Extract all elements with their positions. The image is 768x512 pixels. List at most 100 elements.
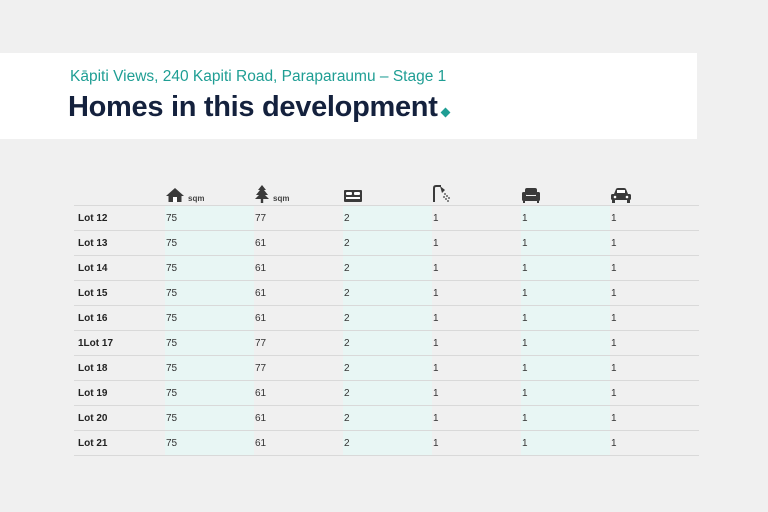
living-areas-cell: 1: [521, 405, 610, 431]
floor-area-unit: sqm: [188, 194, 205, 203]
section-area-cell: 61: [254, 230, 343, 256]
section-area-cell: 77: [254, 355, 343, 381]
bedrooms-cell: 2: [343, 255, 432, 281]
page-title-text: Homes in this development: [68, 91, 438, 123]
table-row: Lot 20 75 61 2 1 1 1: [74, 405, 699, 431]
floor-area-cell: 75: [165, 230, 254, 256]
bathrooms-column-header: [432, 175, 521, 206]
table-row: Lot 18 75 77 2 1 1 1: [74, 355, 699, 381]
accent-dot: [440, 107, 451, 118]
living-areas-cell: 1: [521, 380, 610, 406]
shower-icon: [432, 185, 452, 203]
lots-table: sqm sqm: [74, 175, 699, 456]
living-areas-column-header: [521, 175, 610, 206]
bedrooms-column-header: [343, 175, 432, 206]
section-area-unit: sqm: [273, 194, 290, 203]
bathrooms-cell: 1: [432, 380, 521, 406]
lot-cell: Lot 19: [74, 380, 165, 406]
table-row: Lot 21 75 61 2 1 1 1: [74, 430, 699, 456]
table-header-row: sqm sqm: [74, 175, 699, 206]
lot-cell: Lot 21: [74, 430, 165, 456]
armchair-icon: [521, 187, 541, 203]
bedrooms-cell: 2: [343, 380, 432, 406]
table-row: Lot 15 75 61 2 1 1 1: [74, 280, 699, 306]
page-title: Homes in this development: [68, 91, 451, 124]
living-areas-cell: 1: [521, 230, 610, 256]
lot-cell: Lot 16: [74, 305, 165, 331]
parking-cell: 1: [610, 355, 699, 381]
section-area-column-header: sqm: [254, 175, 343, 206]
lot-cell: Lot 12: [74, 205, 165, 231]
lot-cell: Lot 18: [74, 355, 165, 381]
bedrooms-cell: 2: [343, 305, 432, 331]
bedrooms-cell: 2: [343, 280, 432, 306]
living-areas-cell: 1: [521, 255, 610, 281]
table-row: 1Lot 17 75 77 2 1 1 1: [74, 330, 699, 356]
lot-cell: Lot 14: [74, 255, 165, 281]
bathrooms-cell: 1: [432, 305, 521, 331]
tree-icon: [254, 185, 270, 203]
floor-area-cell: 75: [165, 355, 254, 381]
parking-cell: 1: [610, 430, 699, 456]
bathrooms-cell: 1: [432, 405, 521, 431]
parking-column-header: [610, 175, 699, 206]
bathrooms-cell: 1: [432, 205, 521, 231]
living-areas-cell: 1: [521, 305, 610, 331]
bedrooms-cell: 2: [343, 330, 432, 356]
floor-area-cell: 75: [165, 405, 254, 431]
living-areas-cell: 1: [521, 205, 610, 231]
living-areas-cell: 1: [521, 330, 610, 356]
floor-area-column-header: sqm: [165, 175, 254, 206]
parking-cell: 1: [610, 305, 699, 331]
section-area-cell: 61: [254, 305, 343, 331]
bathrooms-cell: 1: [432, 255, 521, 281]
section-area-cell: 61: [254, 430, 343, 456]
parking-cell: 1: [610, 405, 699, 431]
bathrooms-cell: 1: [432, 430, 521, 456]
section-area-cell: 77: [254, 330, 343, 356]
parking-cell: 1: [610, 230, 699, 256]
parking-cell: 1: [610, 205, 699, 231]
floor-area-cell: 75: [165, 305, 254, 331]
floor-area-cell: 75: [165, 255, 254, 281]
bedrooms-cell: 2: [343, 430, 432, 456]
bedrooms-cell: 2: [343, 355, 432, 381]
section-area-cell: 61: [254, 255, 343, 281]
table-row: Lot 13 75 61 2 1 1 1: [74, 230, 699, 256]
section-area-cell: 77: [254, 205, 343, 231]
parking-cell: 1: [610, 280, 699, 306]
development-subtitle: Kāpiti Views, 240 Kapiti Road, Paraparau…: [70, 68, 447, 85]
floor-area-cell: 75: [165, 430, 254, 456]
bedrooms-cell: 2: [343, 405, 432, 431]
living-areas-cell: 1: [521, 355, 610, 381]
lot-cell: Lot 13: [74, 230, 165, 256]
table-row: Lot 12 75 77 2 1 1 1: [74, 205, 699, 231]
lot-cell: Lot 15: [74, 280, 165, 306]
lot-cell: Lot 20: [74, 405, 165, 431]
living-areas-cell: 1: [521, 430, 610, 456]
bedrooms-cell: 2: [343, 205, 432, 231]
header-card: [0, 53, 697, 139]
floor-area-cell: 75: [165, 330, 254, 356]
parking-cell: 1: [610, 380, 699, 406]
floor-area-cell: 75: [165, 380, 254, 406]
section-area-cell: 61: [254, 405, 343, 431]
bed-icon: [343, 189, 363, 203]
car-icon: [610, 187, 632, 203]
bathrooms-cell: 1: [432, 230, 521, 256]
bathrooms-cell: 1: [432, 280, 521, 306]
section-area-cell: 61: [254, 280, 343, 306]
parking-cell: 1: [610, 255, 699, 281]
living-areas-cell: 1: [521, 280, 610, 306]
table-row: Lot 16 75 61 2 1 1 1: [74, 305, 699, 331]
table-row: Lot 19 75 61 2 1 1 1: [74, 380, 699, 406]
parking-cell: 1: [610, 330, 699, 356]
lot-cell: 1Lot 17: [74, 330, 165, 356]
floor-area-cell: 75: [165, 205, 254, 231]
lot-column-header: [74, 175, 165, 206]
house-icon: [165, 187, 185, 203]
section-area-cell: 61: [254, 380, 343, 406]
floor-area-cell: 75: [165, 280, 254, 306]
bedrooms-cell: 2: [343, 230, 432, 256]
table-row: Lot 14 75 61 2 1 1 1: [74, 255, 699, 281]
